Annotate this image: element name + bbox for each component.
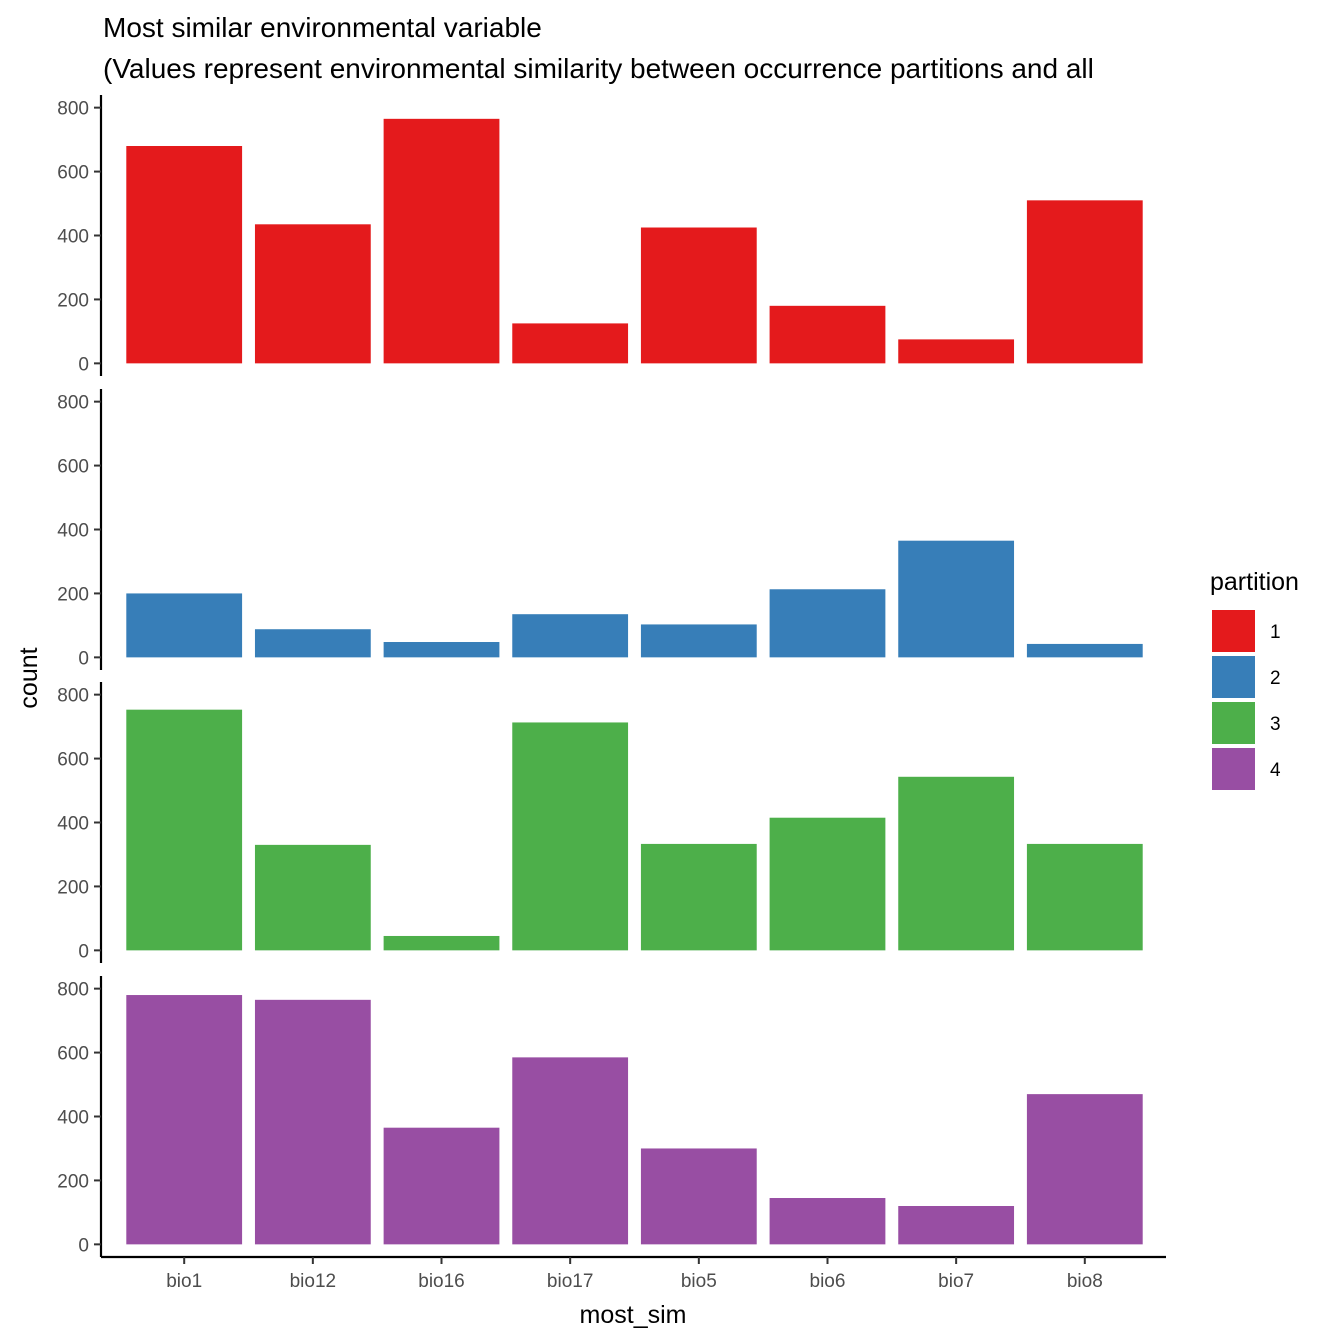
legend-key-2 (1212, 656, 1255, 698)
y-tick-label-1-600: 600 (57, 163, 89, 184)
legend-label-2: 2 (1270, 668, 1281, 689)
facet-panel-1: 0 200 400 600 800 (57, 95, 1143, 376)
legend-label-4: 4 (1270, 760, 1281, 781)
facet-panel-3: 0 200 400 600 800 (57, 682, 1143, 963)
y-tick-label-2-200: 200 (57, 584, 89, 605)
bar-partition-1-bio5 (640, 227, 757, 364)
y-tick-label-4-600: 600 (57, 1044, 89, 1065)
bar-partition-2-bio5 (640, 624, 757, 658)
bar-partition-1-bio1 (126, 146, 243, 364)
y-tick-label-3-200: 200 (57, 877, 89, 898)
bar-partition-4-bio6 (769, 1198, 886, 1245)
bar-partition-2-bio8 (1026, 643, 1143, 658)
facet-panel-2: 0 200 400 600 800 (57, 389, 1143, 670)
bar-partition-2-bio17 (512, 614, 629, 658)
chart-title-line-2: (Values represent environmental similari… (103, 53, 1094, 84)
legend-title: partition (1210, 568, 1299, 596)
facet-panels: 0200400600800020040060080002004006008000… (57, 95, 1143, 1257)
x-tick-label-bio8: bio8 (1067, 1271, 1103, 1292)
y-tick-label-3-800: 800 (57, 686, 89, 707)
bar-partition-4-bio17 (512, 1057, 629, 1245)
y-tick-label-2-800: 800 (57, 393, 89, 414)
y-tick-label-1-200: 200 (57, 290, 89, 311)
legend: partition 1 2 3 4 (1210, 568, 1299, 790)
bar-partition-2-bio16 (383, 642, 500, 658)
bar-partition-3-bio7 (898, 776, 1015, 951)
x-tick-label-bio1: bio1 (166, 1271, 202, 1292)
bar-partition-4-bio7 (898, 1206, 1015, 1245)
bar-partition-4-bio12 (254, 999, 371, 1245)
y-axis-title: count (15, 647, 43, 708)
y-tick-label-1-0: 0 (78, 354, 89, 375)
bar-partition-4-bio16 (383, 1127, 500, 1245)
legend-label-3: 3 (1270, 714, 1281, 735)
y-tick-label-4-400: 400 (57, 1108, 89, 1129)
bar-partition-1-bio16 (383, 118, 500, 364)
bar-partition-2-bio7 (898, 540, 1015, 658)
y-tick-label-4-200: 200 (57, 1171, 89, 1192)
y-tick-label-4-800: 800 (57, 980, 89, 1001)
x-axis: bio1 bio12 bio16 bio17 bio5 bio6 bio7 bio8 (101, 1255, 1166, 1292)
bar-partition-3-bio6 (769, 817, 886, 951)
bar-partition-1-bio12 (254, 224, 371, 364)
x-tick-label-bio6: bio6 (810, 1271, 846, 1292)
bar-partition-2-bio12 (254, 629, 371, 658)
y-tick-label-3-400: 400 (57, 814, 89, 835)
legend-key-3 (1212, 702, 1255, 744)
y-tick-label-2-400: 400 (57, 521, 89, 542)
bar-partition-2-bio1 (126, 593, 243, 658)
legend-label-1: 1 (1270, 622, 1281, 643)
y-tick-label-4-0: 0 (78, 1235, 89, 1256)
x-tick-label-bio17: bio17 (547, 1271, 594, 1292)
bar-partition-4-bio8 (1026, 1094, 1143, 1245)
bar-partition-4-bio5 (640, 1148, 757, 1245)
x-axis-title: most_sim (580, 1301, 687, 1329)
x-tick-label-bio7: bio7 (938, 1271, 974, 1292)
bar-partition-3-bio16 (383, 935, 500, 951)
bar-partition-2-bio6 (769, 589, 886, 658)
facet-panel-4: 0 200 400 600 800 (57, 976, 1143, 1257)
x-tick-label-bio5: bio5 (681, 1271, 717, 1292)
y-tick-label-1-400: 400 (57, 227, 89, 248)
bar-partition-3-bio8 (1026, 843, 1143, 951)
chart-title-line-1: Most similar environmental variable (103, 12, 542, 43)
y-tick-label-3-0: 0 (78, 941, 89, 962)
bar-partition-3-bio5 (640, 843, 757, 951)
bar-partition-3-bio12 (254, 844, 371, 951)
bar-partition-4-bio1 (126, 995, 243, 1245)
bar-partition-3-bio17 (512, 722, 629, 951)
bar-partition-3-bio1 (126, 709, 243, 951)
y-tick-label-1-800: 800 (57, 99, 89, 120)
y-tick-label-2-0: 0 (78, 648, 89, 669)
legend-key-1 (1212, 610, 1255, 652)
bar-partition-1-bio17 (512, 323, 629, 364)
bar-partition-1-bio7 (898, 339, 1015, 364)
bar-partition-1-bio6 (769, 305, 886, 364)
bar-partition-1-bio8 (1026, 200, 1143, 364)
x-tick-label-bio16: bio16 (418, 1271, 465, 1292)
legend-key-4 (1212, 748, 1255, 790)
x-tick-label-bio12: bio12 (290, 1271, 337, 1292)
y-tick-label-3-600: 600 (57, 750, 89, 771)
y-tick-label-2-600: 600 (57, 457, 89, 478)
